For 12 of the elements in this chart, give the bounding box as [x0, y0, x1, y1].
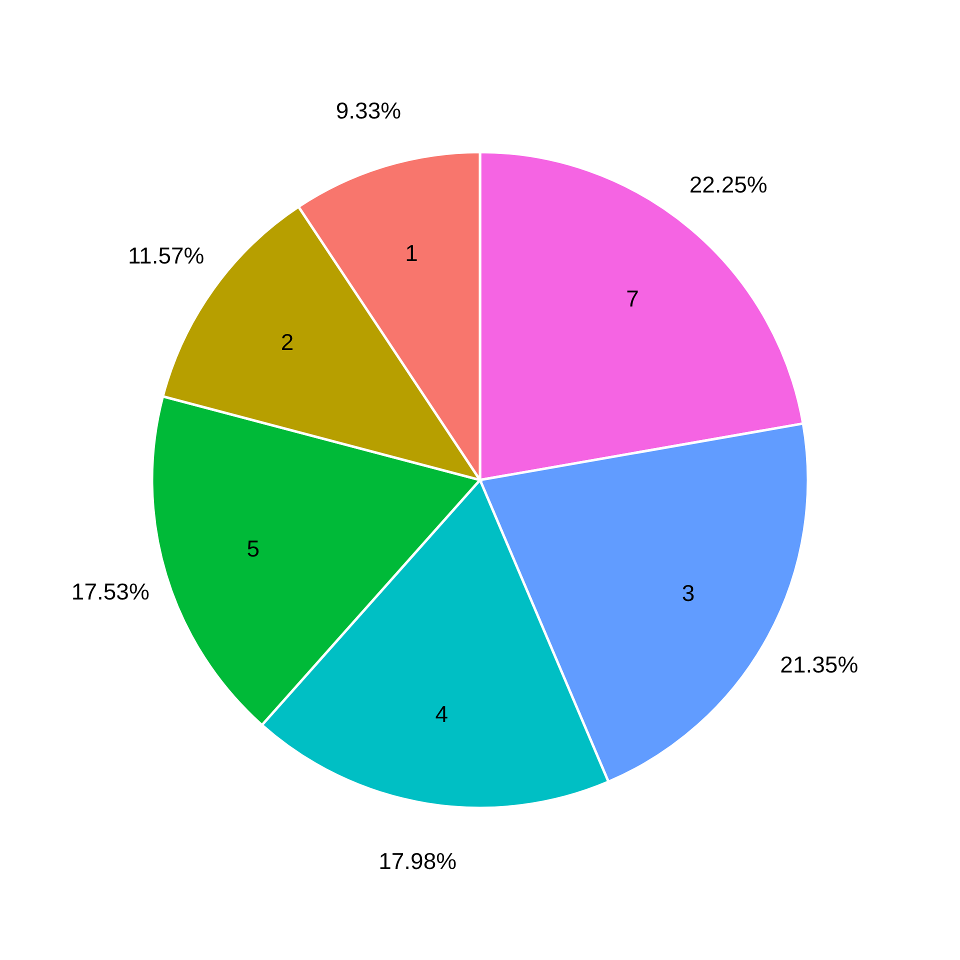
slice-label: 4 [435, 700, 448, 727]
data-label: 9.33% [336, 97, 402, 124]
slice-label: 3 [682, 580, 695, 606]
data-label: 11.57% [128, 242, 204, 268]
data-label: 22.25% [689, 172, 768, 198]
slice-label: 2 [280, 329, 294, 356]
slice-label: 5 [246, 535, 260, 562]
data-label: 17.98% [378, 848, 457, 874]
slice-label: 1 [405, 240, 418, 266]
data-label: 17.53% [71, 578, 150, 604]
slice-label: 7 [626, 286, 639, 312]
data-label: 21.35% [780, 651, 858, 678]
